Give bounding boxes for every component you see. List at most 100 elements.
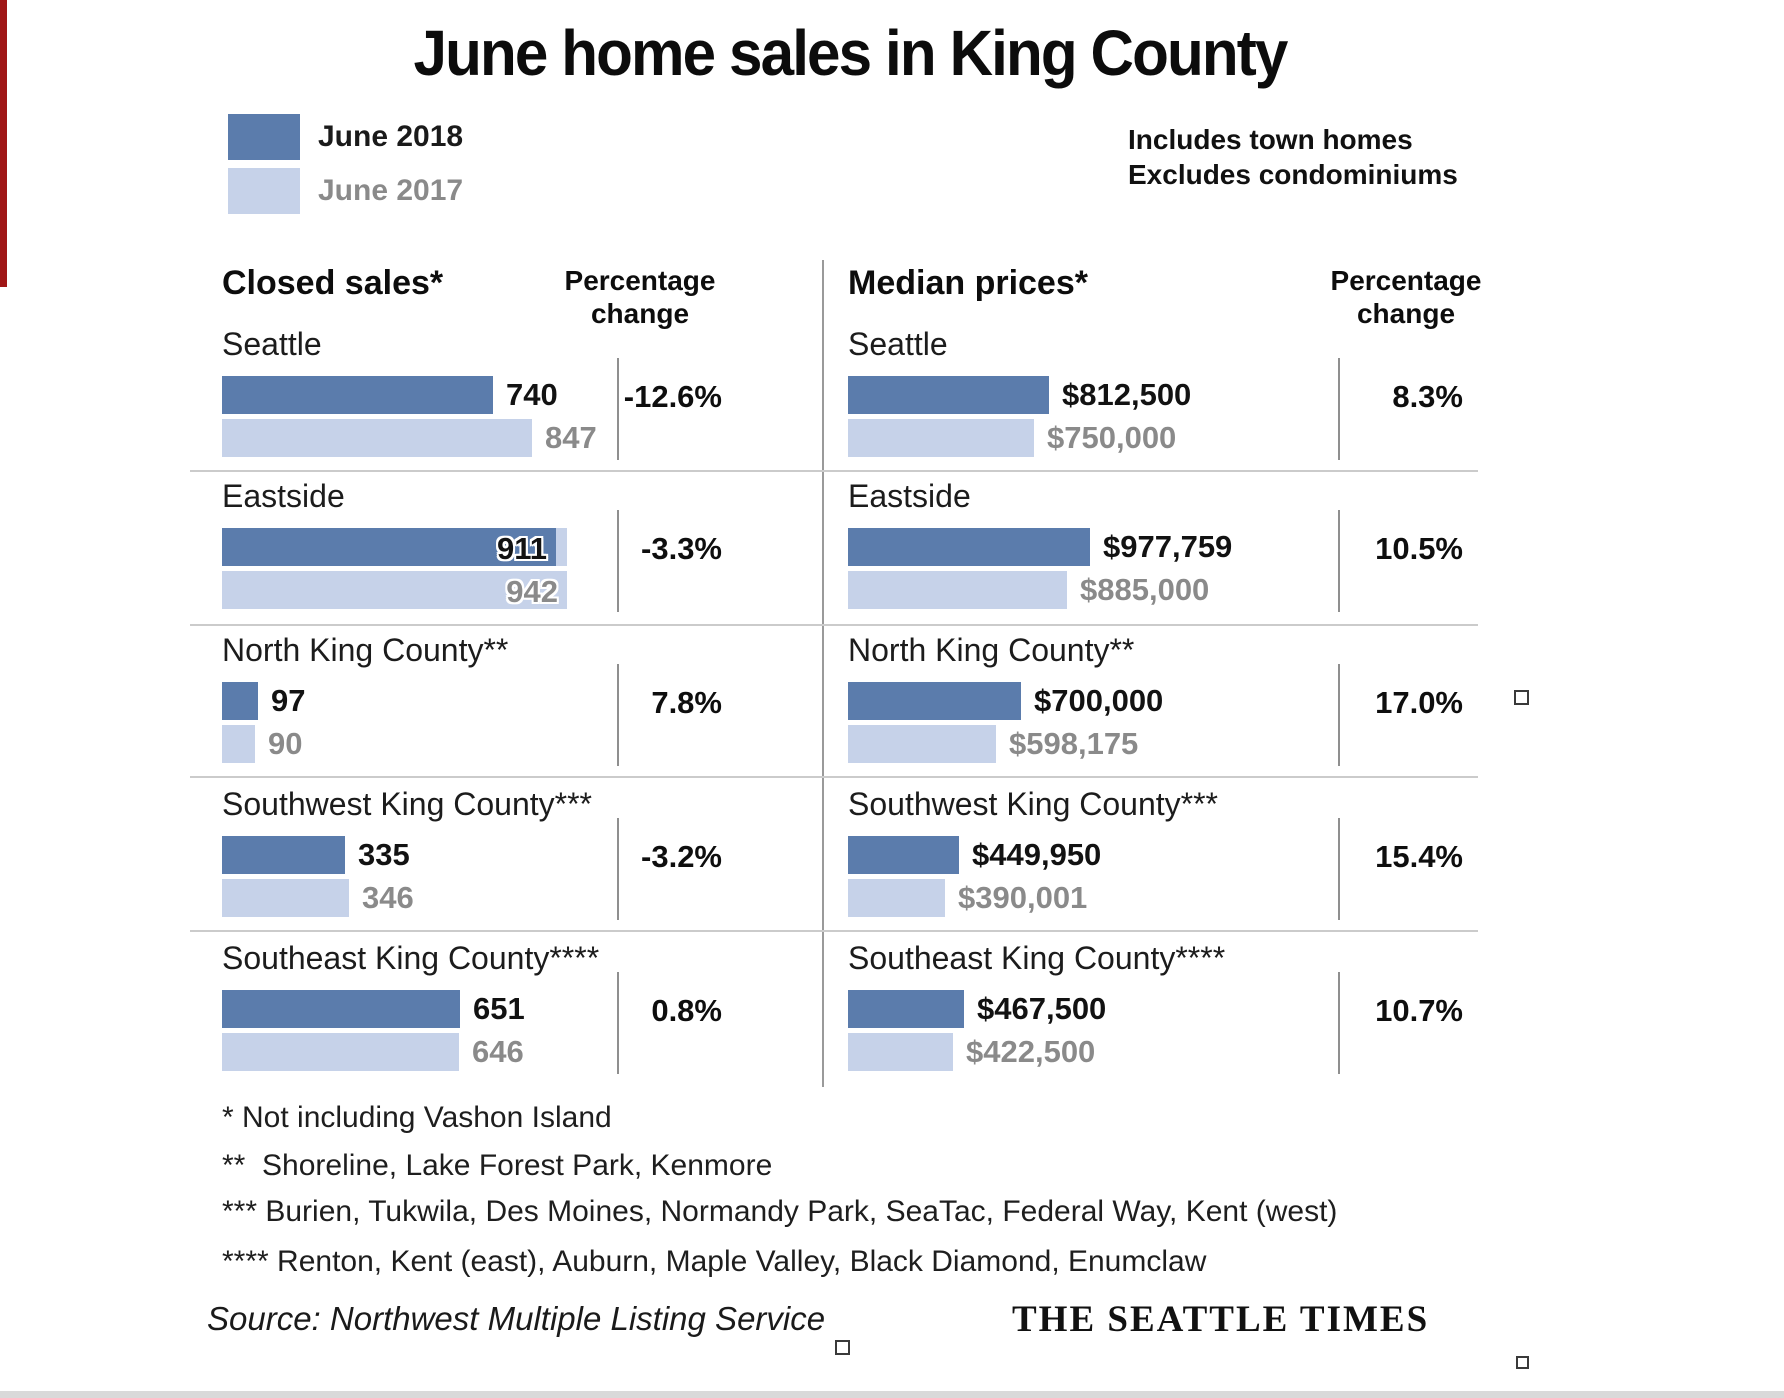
bar-value-2017: 942 — [506, 574, 558, 609]
bar-value-2017: 346 — [362, 880, 414, 915]
note-line-1: Includes town homes — [1128, 124, 1413, 155]
bar-value-2017: $598,175 — [1009, 726, 1139, 761]
row-separator — [190, 776, 1478, 778]
pct-change: -3.2% — [641, 839, 722, 874]
region-label: North King County** — [222, 632, 509, 668]
artifact-square-2 — [835, 1340, 850, 1355]
bottom-edge-strip — [0, 1391, 1784, 1398]
pct-tick — [617, 358, 619, 460]
closed-sales-header: Closed sales* — [222, 264, 444, 302]
pct-change: -3.3% — [641, 531, 722, 566]
footnote-1: * Not including Vashon Island — [222, 1101, 612, 1134]
bar-2018 — [848, 836, 959, 874]
region-label: Eastside — [222, 478, 345, 514]
row-median-seattle: Seattle $812,500 $750,000 — [848, 326, 1468, 476]
bar-2017 — [222, 419, 532, 457]
legend-label-2017: June 2017 — [318, 174, 464, 207]
row-separator — [190, 624, 1478, 626]
footnote-4: **** Renton, Kent (east), Auburn, Maple … — [222, 1245, 1207, 1278]
row-closed-southwest-king-county: Southwest King County*** 335 346 — [222, 786, 822, 936]
publisher-logo: THE SEATTLE TIMES — [1012, 1299, 1430, 1340]
bar-value-2018: 740 — [506, 377, 558, 412]
region-label: Eastside — [848, 478, 971, 514]
row-median-southwest-king-county: Southwest King County*** $449,950 $390,0… — [848, 786, 1468, 936]
region-label: Southwest King County*** — [222, 786, 592, 822]
pct-tick — [617, 818, 619, 920]
bar-value-2017: $885,000 — [1080, 572, 1210, 607]
bar-2018 — [222, 376, 493, 414]
red-edge-artifact — [0, 0, 7, 287]
pct-tick — [617, 664, 619, 766]
closed-sales-pct-header: Percentage change — [564, 265, 716, 329]
bar-value-2017: $422,500 — [966, 1034, 1096, 1069]
bar-2018 — [848, 528, 1090, 566]
bar-value-2018: $700,000 — [1034, 683, 1164, 718]
bar-2018: 911 — [222, 528, 556, 566]
pct-tick — [1338, 664, 1340, 766]
bar-value-2017: $750,000 — [1047, 420, 1177, 455]
pct-change: 8.3% — [1392, 379, 1463, 414]
row-separator — [190, 470, 1478, 472]
row-median-southeast-king-county: Southeast King County**** $467,500 $422,… — [848, 940, 1468, 1090]
pct-change: 17.0% — [1375, 685, 1463, 720]
bar-2017 — [848, 419, 1034, 457]
artifact-square-3 — [1516, 1356, 1529, 1369]
bar-value-2018: $977,759 — [1103, 529, 1233, 564]
row-closed-eastside: Eastside 911 942 — [222, 478, 822, 628]
bar-2018 — [222, 682, 258, 720]
row-closed-north-king-county: North King County** 97 90 — [222, 632, 822, 782]
row-separator — [190, 930, 1478, 932]
pct-tick — [1338, 358, 1340, 460]
region-label: Seattle — [848, 326, 948, 362]
pct-change: 15.4% — [1375, 839, 1463, 874]
footnote-3: *** Burien, Tukwila, Des Moines, Normand… — [222, 1195, 1338, 1228]
bar-value-2017: 646 — [472, 1034, 524, 1069]
chart-title: June home sales in King County — [413, 17, 1289, 89]
legend-swatch-2018 — [228, 114, 300, 160]
bar-value-2018: 651 — [473, 991, 525, 1026]
region-label: Seattle — [222, 326, 322, 362]
bar-2017 — [848, 725, 996, 763]
pct-change: 7.8% — [651, 685, 722, 720]
bar-value-2018: 97 — [271, 683, 306, 718]
pct-change: 10.5% — [1375, 531, 1463, 566]
panel-divider — [822, 260, 824, 1087]
bar-2017 — [222, 1033, 459, 1071]
source-credit: Source: Northwest Multiple Listing Servi… — [207, 1300, 826, 1337]
bar-2018 — [848, 990, 964, 1028]
bar-value-2018: $467,500 — [977, 991, 1107, 1026]
bar-value-2017: 90 — [268, 726, 303, 761]
row-closed-southeast-king-county: Southeast King County**** 651 646 — [222, 940, 822, 1090]
bar-value-2018: $812,500 — [1062, 377, 1192, 412]
bar-2017 — [848, 571, 1067, 609]
bar-2018 — [222, 990, 460, 1028]
pct-tick — [1338, 972, 1340, 1074]
footnote-2: ** Shoreline, Lake Forest Park, Kenmore — [222, 1149, 773, 1182]
bar-2017-backdrop: 911 — [222, 528, 567, 566]
pct-tick — [617, 510, 619, 612]
region-label: North King County** — [848, 632, 1135, 668]
pct-tick — [617, 972, 619, 1074]
artifact-square-1 — [1514, 690, 1529, 705]
bar-value-2018: 335 — [358, 837, 410, 872]
median-prices-header: Median prices* — [848, 264, 1088, 302]
legend-swatch-2017 — [228, 168, 300, 214]
pct-change: -12.6% — [623, 379, 722, 414]
pct-tick — [1338, 818, 1340, 920]
bar-2017 — [848, 879, 945, 917]
legend-label-2018: June 2018 — [318, 120, 464, 153]
bar-2017: 942 — [222, 571, 567, 609]
bar-2017 — [848, 1033, 953, 1071]
bar-2017 — [222, 879, 349, 917]
bar-value-2018: 911 — [496, 531, 547, 566]
region-label: Southwest King County*** — [848, 786, 1218, 822]
bar-2017 — [222, 725, 255, 763]
note-line-2: Excludes condominiums — [1128, 159, 1458, 190]
bar-value-2018: $449,950 — [972, 837, 1102, 872]
pct-change: 0.8% — [651, 993, 722, 1028]
bar-2018 — [848, 682, 1021, 720]
bar-2018 — [848, 376, 1049, 414]
chart-notes: Includes town homes Excludes condominium… — [1128, 122, 1458, 192]
row-median-eastside: Eastside $977,759 $885,000 — [848, 478, 1468, 628]
